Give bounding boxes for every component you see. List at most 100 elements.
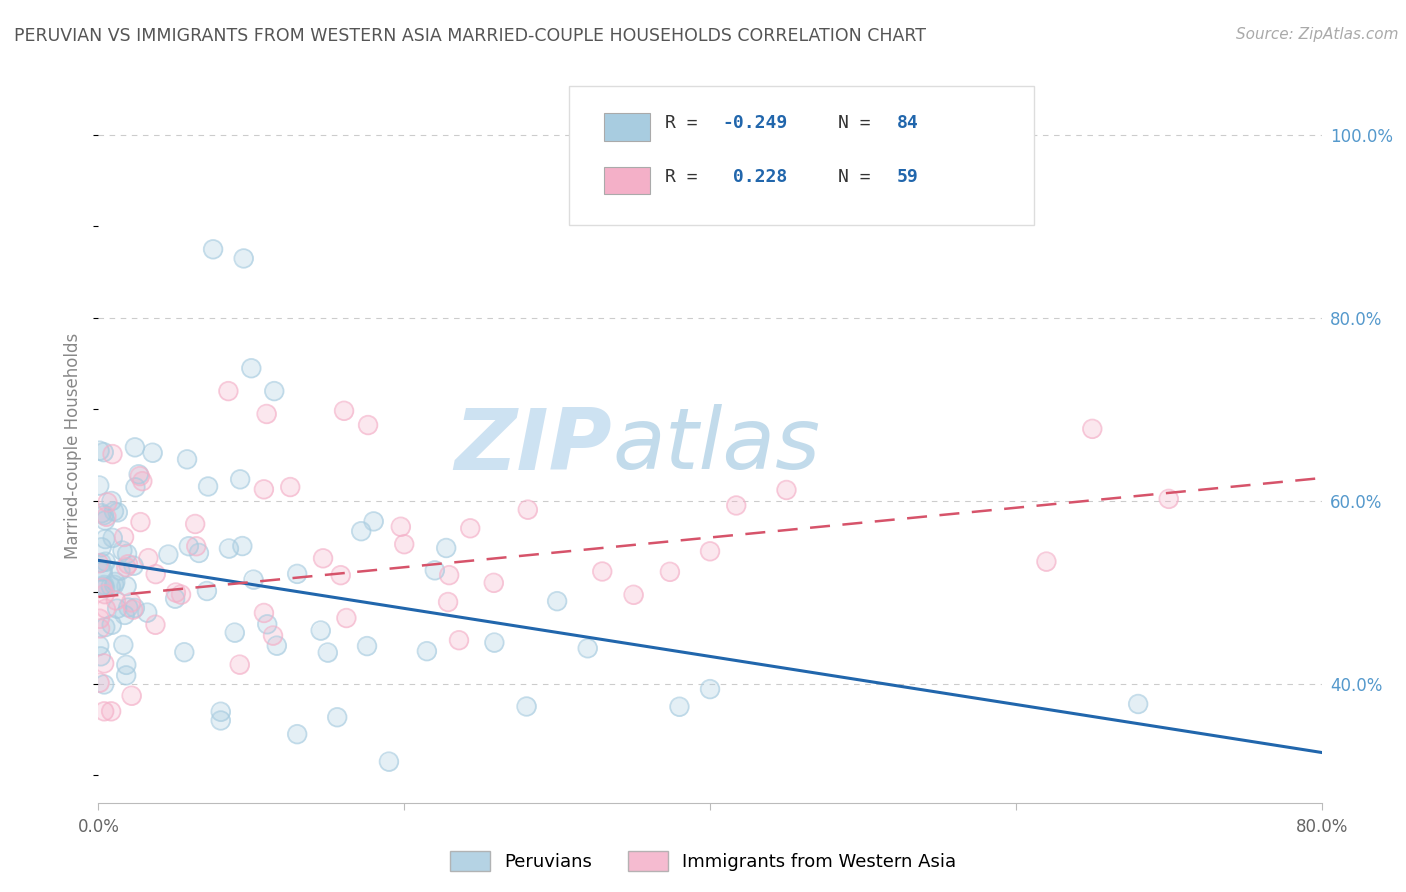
Point — [266, 639, 288, 653]
Point — [157, 548, 180, 562]
Point — [363, 515, 385, 529]
Point — [699, 682, 721, 697]
Point — [94, 581, 117, 595]
Point — [89, 675, 111, 690]
Point — [96, 509, 118, 524]
Point — [115, 657, 138, 672]
Point — [129, 515, 152, 529]
Point — [105, 601, 128, 615]
Point — [100, 494, 122, 508]
Point — [89, 443, 111, 458]
Point — [725, 499, 748, 513]
Point — [115, 560, 138, 574]
Point — [458, 521, 481, 535]
Point — [100, 704, 122, 718]
Point — [90, 506, 112, 520]
Point — [285, 727, 308, 741]
Point — [115, 560, 138, 574]
Point — [240, 361, 263, 376]
Point — [197, 479, 219, 493]
Point — [100, 617, 122, 632]
Point — [392, 537, 416, 551]
Point — [104, 574, 127, 589]
Point — [122, 602, 145, 616]
Point — [699, 682, 721, 697]
Point — [242, 573, 264, 587]
Point — [101, 531, 124, 545]
Point — [217, 384, 239, 398]
Point — [93, 578, 115, 592]
Point — [202, 242, 225, 256]
Point — [96, 495, 118, 509]
Text: N =: N = — [838, 114, 882, 132]
Point — [253, 606, 276, 620]
Point — [186, 539, 208, 553]
Point — [124, 480, 146, 494]
Point — [187, 546, 209, 560]
Point — [91, 564, 114, 578]
Point — [329, 568, 352, 582]
Point — [197, 479, 219, 493]
Point — [177, 539, 200, 553]
Point — [128, 467, 150, 482]
Point — [658, 565, 681, 579]
Point — [117, 600, 139, 615]
Point — [176, 452, 198, 467]
Point — [94, 555, 117, 569]
Point — [93, 445, 115, 459]
Point — [93, 677, 115, 691]
Point — [91, 581, 114, 595]
Point — [195, 584, 218, 599]
Point — [120, 595, 142, 609]
Point — [623, 588, 645, 602]
Point — [516, 699, 538, 714]
Point — [90, 556, 112, 570]
Point — [165, 585, 187, 599]
Point — [482, 575, 505, 590]
Point — [232, 252, 254, 266]
Point — [218, 541, 240, 556]
Point — [546, 594, 568, 608]
Point — [278, 480, 301, 494]
Point — [312, 551, 335, 566]
Point — [350, 524, 373, 539]
Point — [392, 537, 416, 551]
Point — [94, 513, 117, 527]
Point — [437, 568, 460, 582]
Point — [668, 699, 690, 714]
Point — [93, 657, 115, 671]
Point — [256, 407, 278, 421]
Point — [184, 516, 207, 531]
Point — [115, 668, 138, 682]
Point — [128, 469, 150, 483]
Point — [129, 515, 152, 529]
Point — [94, 513, 117, 527]
Point — [173, 645, 195, 659]
Point — [87, 557, 110, 571]
Point — [122, 602, 145, 616]
Point — [447, 633, 470, 648]
Point — [124, 440, 146, 454]
Point — [357, 418, 380, 433]
Point — [87, 557, 110, 571]
Text: -0.249: -0.249 — [723, 114, 787, 132]
Point — [91, 564, 114, 578]
Point — [312, 551, 335, 566]
Point — [1035, 555, 1057, 569]
Point — [131, 474, 153, 488]
Point — [120, 595, 142, 609]
Point — [145, 617, 167, 632]
Text: 84: 84 — [897, 114, 920, 132]
Point — [285, 566, 308, 581]
Point — [107, 505, 129, 519]
Point — [107, 505, 129, 519]
Point — [89, 478, 111, 492]
Point — [256, 617, 278, 632]
Point — [775, 483, 797, 497]
FancyBboxPatch shape — [569, 86, 1035, 225]
Point — [263, 384, 285, 398]
Point — [121, 689, 143, 703]
Point — [725, 499, 748, 513]
Point — [93, 677, 115, 691]
Text: Source: ZipAtlas.com: Source: ZipAtlas.com — [1236, 27, 1399, 42]
